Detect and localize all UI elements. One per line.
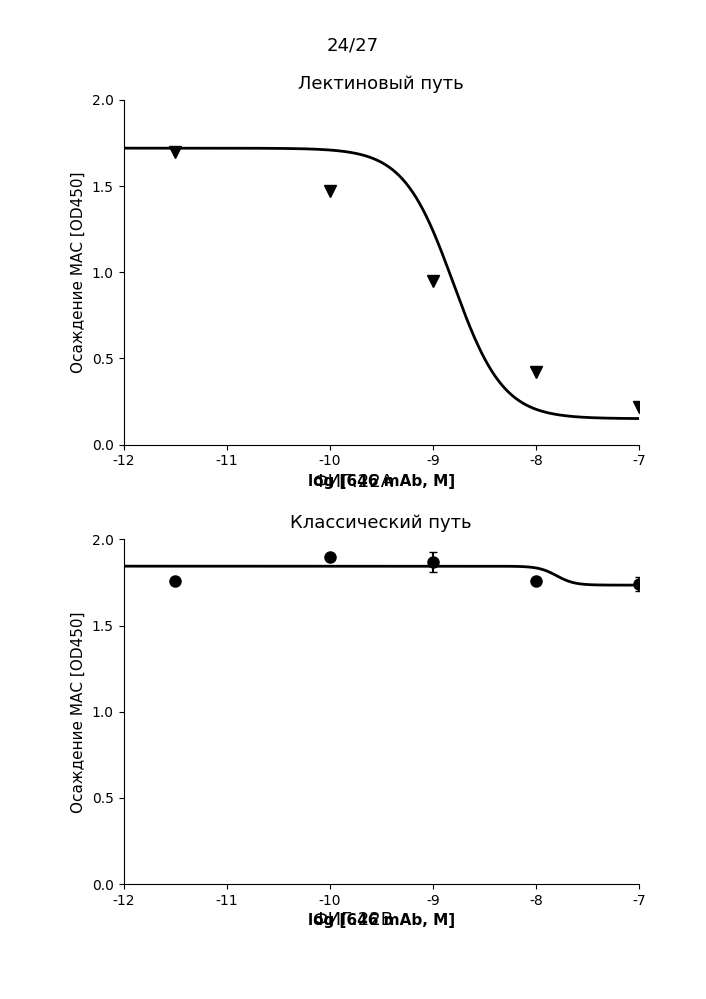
- Y-axis label: Осаждение МАС [OD450]: Осаждение МАС [OD450]: [71, 172, 86, 373]
- Title: Лектиновый путь: Лектиновый путь: [299, 75, 464, 93]
- X-axis label: log [646 mAb, M]: log [646 mAb, M]: [308, 913, 455, 928]
- Text: ФИГ.22В: ФИГ.22В: [313, 911, 393, 929]
- Y-axis label: Осаждение МАС [OD450]: Осаждение МАС [OD450]: [71, 611, 86, 812]
- Title: Классический путь: Классический путь: [290, 514, 472, 532]
- Text: 24/27: 24/27: [327, 37, 379, 55]
- Text: ФИГ.22А: ФИГ.22А: [313, 473, 393, 491]
- X-axis label: log [646 mAb, M]: log [646 mAb, M]: [308, 474, 455, 489]
